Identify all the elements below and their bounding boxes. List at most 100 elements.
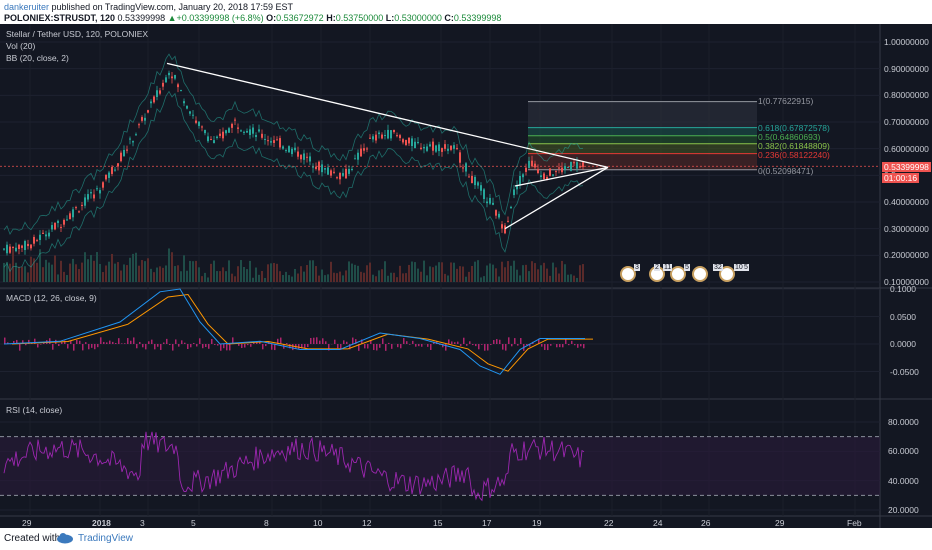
price-candle [363,148,365,151]
price-candle [498,213,500,218]
fib-zone [528,153,757,170]
price-candle [183,101,185,104]
price-candle [486,201,488,204]
volume-bar [6,261,8,282]
price-candle [135,134,137,136]
macd-axis-label: 0.0000 [890,339,916,349]
rsi-band [0,436,880,496]
volume-bar [441,262,443,282]
volume-bar [501,261,503,282]
macd-histogram-bar [31,343,33,344]
volume-bar [507,261,509,282]
price-candle [249,129,251,136]
macd-histogram-bar [241,344,243,348]
price-candle [558,167,560,169]
price-candle [420,147,422,150]
volume-bar [171,252,173,282]
volume-bar [513,260,515,282]
event-badge[interactable] [692,266,708,282]
volume-bar [57,274,59,282]
price-candle [321,164,323,173]
price-candle [267,140,269,142]
macd-histogram-bar [40,344,42,345]
time-axis-label: 26 [701,518,711,528]
macd-histogram-bar [268,341,270,344]
price-candle [516,185,518,190]
price-candle [483,189,485,200]
countdown-tag: 01:00:16 [882,173,920,183]
macd-histogram-bar [49,338,51,344]
price-candle [156,90,158,97]
volume-bar [186,270,188,282]
price-candle [393,129,395,133]
macd-indicator-label[interactable]: MACD (12, 26, close, 9) [6,293,97,303]
price-candle [456,148,458,150]
price-candle [228,128,230,133]
macd-histogram-bar [544,344,546,350]
price-candle [390,130,392,139]
volume-bar [96,252,98,282]
rsi-indicator-label[interactable]: RSI (14, close) [6,405,63,415]
volume-bar [210,263,212,282]
price-candle [132,141,134,143]
price-candle [534,163,536,168]
volume-bar [105,265,107,282]
macd-histogram-bar [7,342,9,344]
macd-histogram-bar [430,344,432,350]
price-candle [168,72,170,76]
volume-bar [168,248,170,282]
volume-indicator-label[interactable]: Vol (20) [6,41,36,51]
price-candle [477,182,479,186]
volume-bar [480,277,482,282]
price-candle [279,138,281,148]
chart-svg[interactable] [0,24,932,528]
macd-histogram-bar [262,344,264,350]
macd-histogram-bar [103,341,105,344]
macd-histogram-bar [100,337,102,344]
macd-histogram-bar [334,339,336,344]
open-value: 0.53672972 [276,13,324,23]
close-value: 0.53399998 [453,13,502,23]
price-candle [474,176,476,186]
event-badge[interactable] [719,266,735,282]
fib-zone [528,135,757,144]
volume-bar [555,267,557,282]
price-candle [120,152,122,162]
event-badge[interactable] [620,266,636,282]
volume-bar [189,260,191,282]
chart-area[interactable]: Stellar / Tether USD, 120, POLONIEX Vol … [0,24,932,528]
author-link[interactable]: dankeruiter [4,2,50,12]
macd-histogram-bar [70,341,72,344]
volume-bar [465,276,467,282]
price-candle [192,114,194,116]
bollinger-indicator-label[interactable]: BB (20, close, 2) [6,53,69,63]
macd-histogram-bar [154,344,156,350]
event-badge-count: 2 [654,264,660,271]
macd-axis-label: -0.0500 [890,366,919,377]
macd-histogram-bar [214,344,216,345]
macd-histogram-bar [199,338,201,344]
macd-histogram-bar [313,337,315,344]
main-pane-title: Stellar / Tether USD, 120, POLONIEX [6,29,149,39]
volume-bar [384,261,386,282]
macd-histogram-bar [280,337,282,344]
volume-bar [159,266,161,282]
macd-histogram-bar [454,342,456,344]
macd-histogram-bar [388,342,390,344]
volume-bar [51,264,53,282]
volume-bar [174,266,176,282]
tradingview-brand-link[interactable]: TradingView [78,533,134,544]
macd-histogram-bar [76,339,78,344]
price-candle [12,247,14,249]
price-candle [303,153,305,160]
macd-histogram-bar [562,344,564,348]
event-badge[interactable] [670,266,686,282]
price-candle [213,140,215,144]
macd-histogram-bar [298,344,300,349]
volume-bar [447,275,449,282]
macd-histogram-bar [166,338,168,344]
price-candle [234,119,236,121]
publish-text: published on TradingView.com, January 20… [51,2,294,12]
macd-histogram-bar [247,344,249,346]
